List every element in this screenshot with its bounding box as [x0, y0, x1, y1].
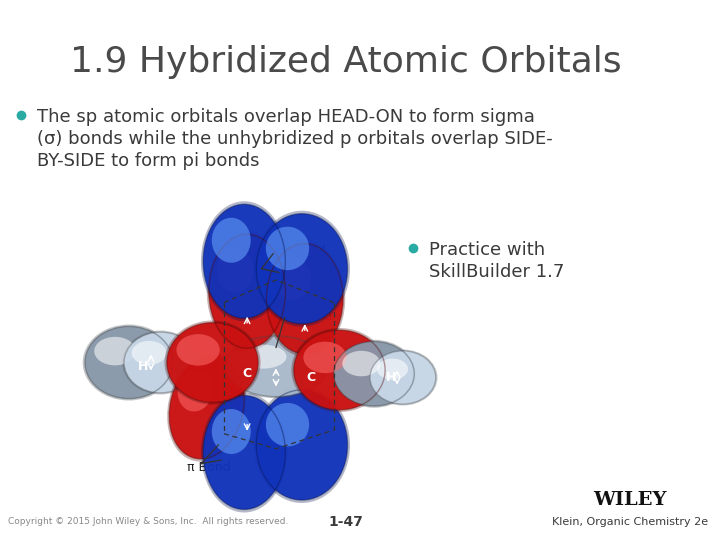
Ellipse shape: [239, 345, 287, 369]
Text: Practice with: Practice with: [429, 241, 545, 259]
Text: π Bond: π Bond: [282, 244, 325, 256]
Text: Copyright © 2015 John Wiley & Sons, Inc.  All rights reserved.: Copyright © 2015 John Wiley & Sons, Inc.…: [8, 517, 288, 526]
Ellipse shape: [124, 332, 197, 393]
Ellipse shape: [223, 334, 329, 399]
Text: σ Bond: σ Bond: [287, 309, 332, 322]
Text: BY-SIDE to form pi bonds: BY-SIDE to form pi bonds: [37, 152, 259, 170]
Ellipse shape: [212, 218, 251, 263]
Ellipse shape: [201, 201, 287, 321]
Ellipse shape: [217, 248, 253, 293]
Ellipse shape: [164, 321, 261, 404]
Text: WILEY: WILEY: [593, 491, 667, 509]
Ellipse shape: [169, 356, 244, 459]
Ellipse shape: [342, 351, 380, 376]
Ellipse shape: [203, 204, 285, 318]
Ellipse shape: [203, 395, 285, 510]
Ellipse shape: [266, 227, 309, 270]
Ellipse shape: [83, 325, 175, 401]
Text: H: H: [138, 360, 148, 373]
Ellipse shape: [207, 231, 287, 351]
Ellipse shape: [264, 241, 345, 357]
Ellipse shape: [254, 387, 350, 503]
Ellipse shape: [377, 359, 408, 380]
Ellipse shape: [167, 322, 258, 402]
Ellipse shape: [256, 214, 348, 324]
Ellipse shape: [209, 234, 286, 348]
Text: 1.9 Hybridized Atomic Orbitals: 1.9 Hybridized Atomic Orbitals: [71, 45, 622, 79]
Ellipse shape: [274, 256, 311, 300]
Text: SkillBuilder 1.7: SkillBuilder 1.7: [429, 263, 564, 281]
Text: C: C: [243, 367, 252, 380]
Text: π Bond: π Bond: [186, 461, 230, 474]
Ellipse shape: [303, 342, 346, 373]
Text: H: H: [386, 371, 397, 384]
Ellipse shape: [294, 330, 385, 410]
Ellipse shape: [178, 370, 212, 411]
Ellipse shape: [256, 390, 348, 500]
Ellipse shape: [94, 337, 136, 366]
Ellipse shape: [332, 340, 416, 408]
Ellipse shape: [176, 334, 220, 366]
Ellipse shape: [201, 393, 287, 512]
Ellipse shape: [122, 330, 199, 395]
Text: C: C: [306, 371, 315, 384]
Text: (σ) bonds while the unhybridized p orbitals overlap SIDE-: (σ) bonds while the unhybridized p orbit…: [37, 130, 552, 148]
Ellipse shape: [266, 244, 343, 354]
Ellipse shape: [370, 351, 436, 404]
Text: 1-47: 1-47: [329, 515, 364, 529]
Ellipse shape: [167, 353, 246, 462]
Ellipse shape: [85, 326, 173, 399]
Ellipse shape: [254, 211, 350, 327]
Ellipse shape: [368, 349, 438, 406]
Ellipse shape: [212, 409, 251, 454]
Text: Klein, Organic Chemistry 2e: Klein, Organic Chemistry 2e: [552, 517, 708, 527]
Ellipse shape: [226, 336, 326, 397]
Ellipse shape: [132, 341, 166, 365]
Ellipse shape: [292, 328, 387, 412]
Text: The sp atomic orbitals overlap HEAD-ON to form sigma: The sp atomic orbitals overlap HEAD-ON t…: [37, 108, 534, 126]
Ellipse shape: [334, 341, 414, 406]
Ellipse shape: [266, 403, 309, 447]
